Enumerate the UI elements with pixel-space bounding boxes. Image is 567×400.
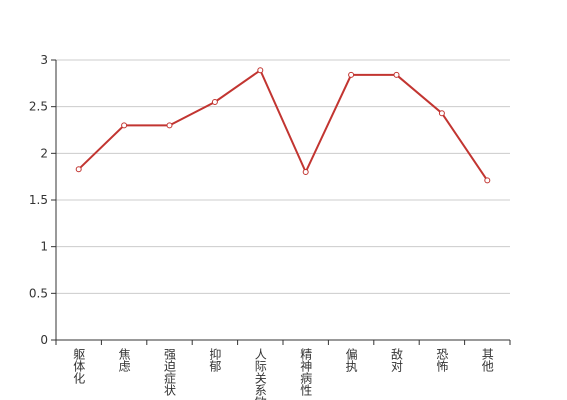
x-tick-label: 躯体化 <box>72 347 86 385</box>
x-tick-label: 强迫症状 <box>163 348 177 396</box>
point <box>302 169 309 175</box>
y-tick-label: 0 <box>40 333 48 347</box>
point <box>166 122 173 129</box>
x-tick-label: 敌对 <box>390 347 404 372</box>
x-tick-label: 其他 <box>480 348 494 372</box>
point <box>121 122 128 129</box>
y-tick-label: 3 <box>40 53 48 67</box>
point <box>348 71 355 78</box>
x-tick-label: 恐怖 <box>435 348 449 372</box>
point <box>257 67 264 74</box>
x-tick-label: 精神病性 <box>299 348 313 397</box>
x-tick-label: 人际关系敏感 <box>253 348 267 400</box>
y-tick-label: 1.5 <box>29 193 48 207</box>
point <box>484 177 491 184</box>
point <box>75 166 82 173</box>
series-line <box>78 68 489 181</box>
point <box>393 71 400 78</box>
y-tick-label: 1 <box>40 240 48 254</box>
point <box>211 99 218 105</box>
point <box>438 110 445 117</box>
x-tick-label: 偏执 <box>344 347 358 373</box>
y-tick-label: 2 <box>40 146 48 160</box>
x-tick-label: 焦虑 <box>117 348 131 372</box>
y-tick-label: 2.5 <box>29 100 48 114</box>
y-tick-label: 0.5 <box>29 286 48 300</box>
x-tick-label: 抑郁 <box>208 347 222 373</box>
